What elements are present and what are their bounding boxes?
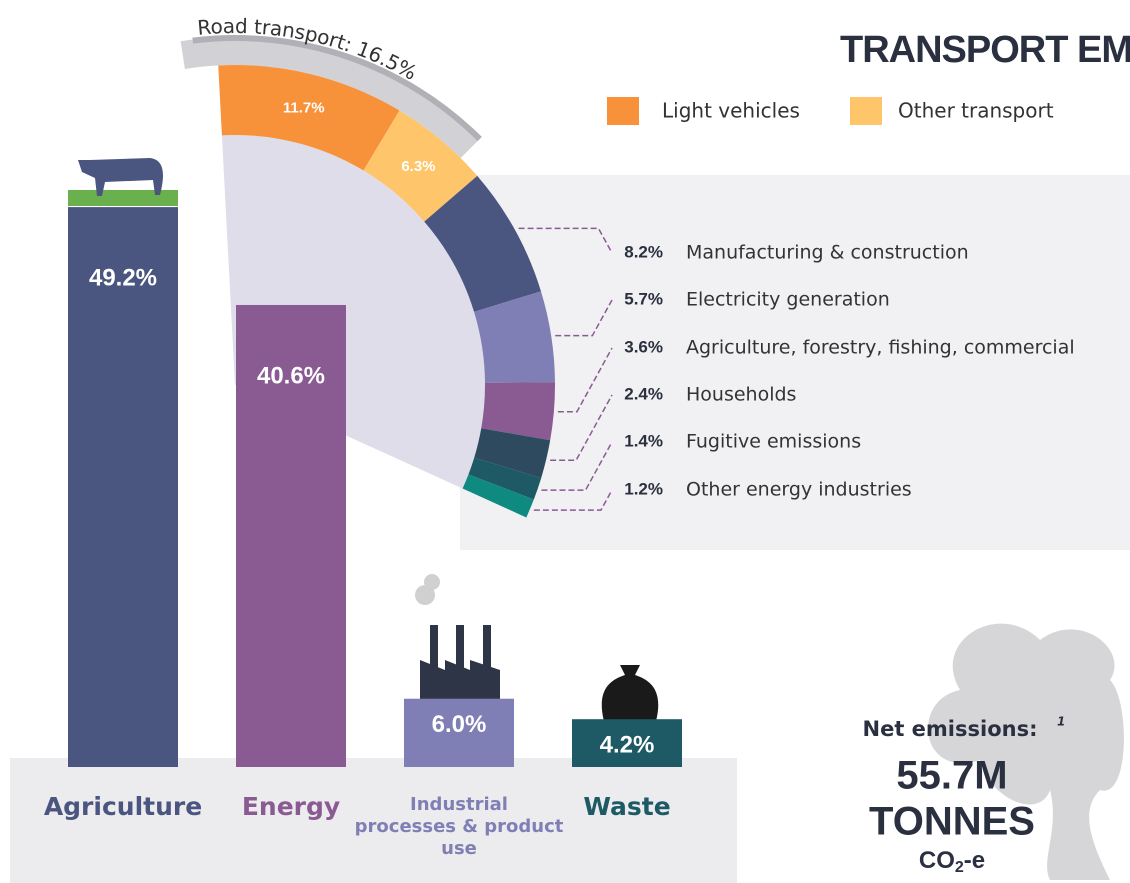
legend-swatch [850,97,882,125]
donut-segment [424,175,541,312]
bar-label: 40.6% [257,362,325,389]
net-gas-name: CO [919,847,955,874]
legend-label: Light vehicles [662,99,800,123]
legend-swatch [607,97,639,125]
category-label: Industrial processes & product use [355,794,564,859]
leader-line [533,489,613,511]
segment-name: Fugitive emissions [686,431,861,453]
donut-segment [474,428,551,479]
cloud [927,623,1124,880]
leader-line [541,441,613,491]
bar-label: 4.2% [600,732,655,759]
segment-label: 6.3% [401,158,435,175]
category-label-line: Industrial [410,794,508,815]
net-unit: TONNES [869,800,1035,844]
segment-value: 5.7% [624,289,663,308]
bag-icon [601,665,659,725]
transport-title: TRANSPORT EMISSIONS: 18% [840,29,1130,71]
donut-segment [474,291,555,383]
category-label-line: processes & product [355,816,564,837]
category-label: Agriculture [44,792,202,821]
bar [68,207,178,767]
factory-icon [415,574,500,705]
net-gas-suffix: -e [964,847,985,874]
leader-line [555,299,613,337]
net-gas-sub: 2 [955,859,964,876]
segment-name: Other energy industries [686,479,912,501]
net-label: Net emissions: [863,717,1038,741]
segment-name: Manufacturing & construction [686,242,969,264]
segment-value: 1.2% [624,479,663,498]
donut-segment [218,64,400,171]
legend-label: Other transport [898,99,1054,123]
breakdown-panel [460,175,1130,550]
segment-name: Agriculture, forestry, fishing, commerci… [686,337,1075,359]
net-gas: CO2-e [919,847,985,876]
segment-label: 11.7% [283,99,325,116]
donut-segment [363,110,478,222]
segment-name: Electricity generation [686,289,890,311]
legend: Light vehicles Other transport [607,97,1054,125]
net-footnote: 1 [1057,715,1065,729]
road-transport-edge [192,34,482,142]
leader-line [550,394,613,462]
bar [404,698,514,767]
leader-line [557,347,613,413]
cow-icon [68,158,178,206]
donut-segment [462,474,534,518]
segment-value: 8.2% [624,242,663,261]
segment-value: 1.4% [624,431,663,450]
donut-segment [481,382,555,441]
donut-segment [468,457,542,500]
bar [572,719,682,767]
segment-value: 2.4% [624,384,663,403]
segment-value: 3.6% [624,337,663,356]
bar-label: 49.2% [89,264,157,291]
segment-name: Households [686,384,796,406]
road-transport-band [180,37,481,159]
category-label-line: use [441,838,477,859]
bar-label: 6.0% [432,711,487,738]
category-label: Energy [242,792,340,821]
category-label: Waste [583,792,670,821]
bar [236,304,346,767]
ground [10,758,737,883]
net-amount: 55.7M [896,754,1007,798]
